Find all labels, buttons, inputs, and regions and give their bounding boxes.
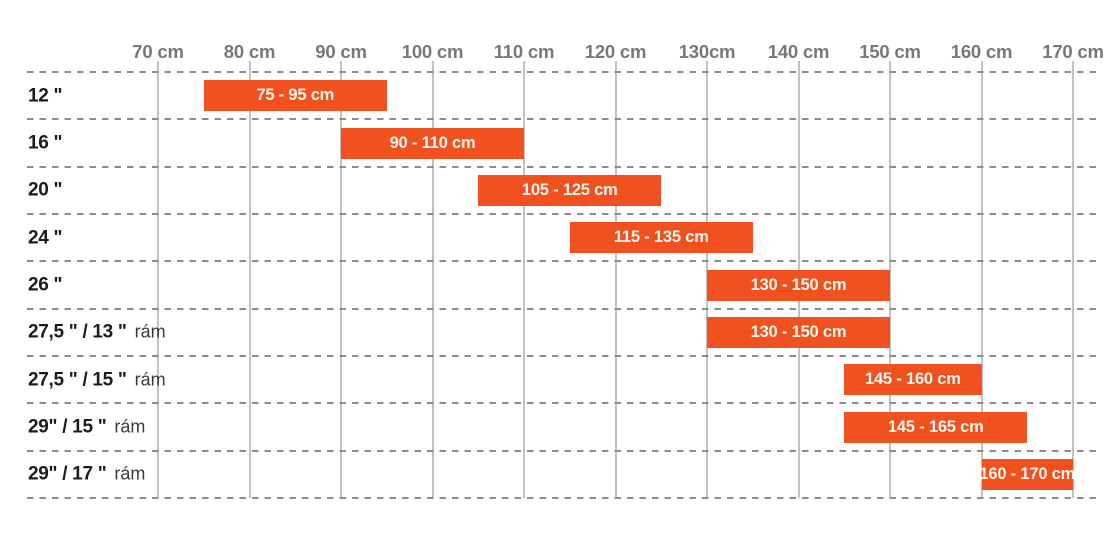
row-separator bbox=[27, 71, 1097, 73]
range-bar-label: 145 - 160 cm bbox=[864, 370, 961, 389]
row-label: 12 " bbox=[28, 85, 63, 107]
vertical-gridline-70 bbox=[157, 61, 159, 498]
range-bar: 115 - 135 cm bbox=[569, 222, 753, 254]
row-label: 27,5 " / 13 " rám bbox=[28, 323, 166, 342]
row-separator bbox=[27, 402, 1097, 405]
wheel-size-label: 24 " bbox=[28, 227, 63, 249]
range-bar: 145 - 160 cm bbox=[844, 364, 982, 396]
row-label: 24 " bbox=[28, 227, 63, 249]
wheel-size-label: 29" / 17 " bbox=[28, 463, 107, 485]
range-bar: 90 - 110 cm bbox=[341, 127, 524, 159]
row-separator bbox=[27, 307, 1097, 310]
row-separator bbox=[27, 118, 1097, 121]
row-label: 16 " bbox=[28, 132, 63, 154]
x-tick-label: 150 cm bbox=[859, 41, 921, 62]
range-bar-label: 105 - 125 cm bbox=[521, 180, 618, 199]
vertical-gridline-160 bbox=[980, 61, 983, 498]
vertical-gridline-80 bbox=[248, 61, 251, 498]
row-label: 26 " bbox=[28, 274, 63, 296]
range-bar-label: 75 - 95 cm bbox=[256, 86, 335, 105]
range-bar-label: 145 - 165 cm bbox=[887, 417, 984, 436]
x-tick-label: 80 cm bbox=[223, 41, 276, 62]
vertical-gridline-170 bbox=[1072, 61, 1074, 498]
row-separator bbox=[27, 355, 1097, 358]
wheel-size-label: 29" / 15 " bbox=[28, 416, 107, 438]
row-separator bbox=[27, 165, 1097, 168]
x-tick-label: 90 cm bbox=[315, 41, 367, 62]
wheel-size-label: 16 " bbox=[28, 132, 63, 154]
range-bar-label: 115 - 135 cm bbox=[613, 228, 709, 247]
row-separator bbox=[27, 497, 1097, 500]
x-tick-label: 170 cm bbox=[1042, 41, 1104, 62]
vertical-gridline-150 bbox=[889, 61, 891, 498]
range-bar-label: 130 - 150 cm bbox=[750, 275, 847, 294]
row-label: 29" / 17 " rám bbox=[28, 465, 145, 484]
frame-note-label: rám bbox=[134, 321, 166, 342]
row-label: 20 " bbox=[28, 179, 63, 201]
wheel-size-label: 20 " bbox=[28, 179, 63, 201]
range-bar: 160 - 170 cm bbox=[979, 458, 1076, 490]
vertical-gridline-110 bbox=[523, 61, 525, 498]
range-bar-label: 90 - 110 cm bbox=[389, 133, 476, 152]
range-bar: 145 - 165 cm bbox=[844, 411, 1028, 443]
vertical-gridline-100 bbox=[431, 61, 434, 498]
vertical-gridline-90 bbox=[340, 61, 342, 498]
row-label: 29" / 15 " rám bbox=[28, 418, 145, 437]
range-bar: 130 - 150 cm bbox=[707, 316, 890, 348]
row-label: 27,5 " / 15 " rám bbox=[28, 370, 166, 389]
x-tick-label: 120 cm bbox=[584, 41, 647, 62]
row-separator bbox=[27, 449, 1097, 452]
x-tick-label: 130cm bbox=[678, 41, 736, 62]
wheel-size-label: 27,5 " / 13 " bbox=[28, 321, 127, 343]
frame-note-label: rám bbox=[114, 416, 146, 437]
frame-note-label: rám bbox=[114, 463, 146, 484]
wheel-size-label: 26 " bbox=[28, 274, 63, 296]
vertical-gridline-120 bbox=[614, 61, 617, 498]
row-separator bbox=[27, 213, 1097, 216]
wheel-size-label: 27,5 " / 15 " bbox=[28, 369, 127, 391]
wheel-size-label: 12 " bbox=[28, 85, 63, 107]
range-bar-label: 160 - 170 cm bbox=[979, 464, 1076, 483]
row-separator bbox=[27, 260, 1097, 263]
x-tick-label: 140 cm bbox=[767, 41, 830, 62]
range-bar-label: 130 - 150 cm bbox=[750, 322, 847, 341]
x-tick-label: 110 cm bbox=[493, 41, 555, 62]
frame-note-label: rám bbox=[134, 369, 166, 390]
x-tick-label: 70 cm bbox=[132, 41, 184, 62]
x-tick-label: 100 cm bbox=[401, 41, 464, 62]
range-bar: 75 - 95 cm bbox=[203, 80, 387, 112]
range-bar: 105 - 125 cm bbox=[478, 174, 662, 206]
x-tick-label: 160 cm bbox=[950, 41, 1013, 62]
range-bar: 130 - 150 cm bbox=[707, 269, 890, 301]
